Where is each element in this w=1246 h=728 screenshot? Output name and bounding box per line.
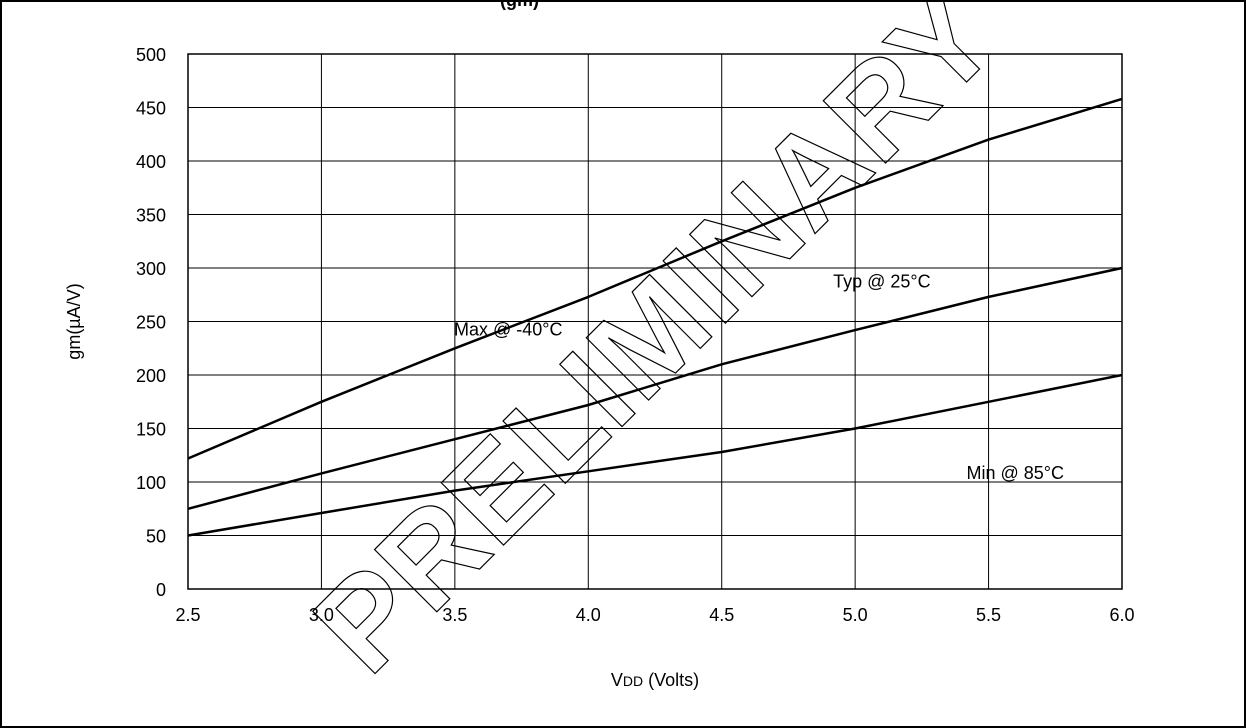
grid [187, 53, 1123, 590]
x-tick-label: 4.0 [576, 605, 601, 625]
y-tick-label: 500 [136, 45, 166, 65]
y-tick-label: 250 [136, 313, 166, 333]
y-tick-label: 350 [136, 206, 166, 226]
y-tick-label: 300 [136, 259, 166, 279]
y-tick-label: 50 [146, 527, 166, 547]
y-tick-label: 0 [156, 580, 166, 600]
y-tick-labels: 0 50 100 150 200 250 300 350 400 450 500 [136, 45, 166, 600]
x-axis-title: VDD (Volts) [611, 670, 699, 690]
y-tick-label: 200 [136, 366, 166, 386]
clipped-title-fragment: (gm) [500, 0, 539, 10]
x-tick-label: 6.0 [1109, 605, 1134, 625]
x-tick-label: 4.5 [709, 605, 734, 625]
x-tick-label: 2.5 [175, 605, 200, 625]
x-tick-label: 3.5 [442, 605, 467, 625]
series-line-0 [187, 97, 1123, 460]
y-tick-label: 400 [136, 152, 166, 172]
x-tick-label: 5.0 [843, 605, 868, 625]
x-tick-label: 3.0 [309, 605, 334, 625]
x-tick-label: 5.5 [976, 605, 1001, 625]
preliminary-watermark: PRELIMINARY [288, 0, 1025, 699]
y-tick-label: 100 [136, 473, 166, 493]
series-label-0: Max @ -40°C [454, 319, 563, 339]
series-line-1 [187, 266, 1123, 511]
y-axis-title: gm(µA/V) [64, 283, 84, 359]
series-line-2 [187, 373, 1123, 537]
y-tick-label: 150 [136, 420, 166, 440]
series-label-2: Min @ 85°C [967, 463, 1065, 483]
x-tick-labels: 2.5 3.0 3.5 4.0 4.5 5.0 5.5 6.0 [175, 605, 1134, 625]
series-layer [187, 97, 1123, 537]
watermark-layer: PRELIMINARY [287, 0, 1025, 700]
series-label-1: Typ @ 25°C [833, 271, 931, 291]
y-tick-label: 450 [136, 99, 166, 119]
series-labels: Max @ -40°C Typ @ 25°C Min @ 85°C [454, 271, 1064, 483]
